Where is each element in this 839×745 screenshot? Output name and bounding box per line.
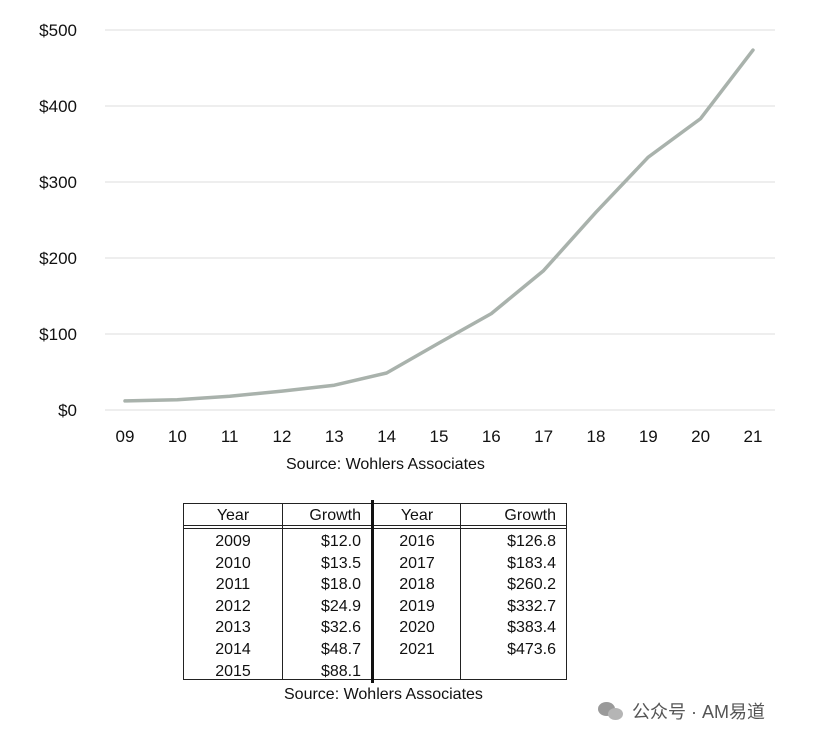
left-year-column: Year 2009 2010 2011 2012 2013 2014 2015 (184, 504, 282, 682)
header-year-right: Year (374, 504, 460, 529)
y-tick-label: $100 (39, 325, 77, 344)
y-tick-label: $200 (39, 249, 77, 268)
x-tick-label: 12 (273, 427, 292, 446)
right-year-cells: 2016 2017 2018 2019 2020 2021 (374, 531, 460, 661)
y-tick-label: $300 (39, 173, 77, 192)
table-cell-growth: $126.8 (507, 533, 556, 550)
y-tick-label: $500 (39, 21, 77, 40)
left-growth-column: Growth $12.0 $13.5 $18.0 $24.9 $32.6 $48.7 $88… (282, 504, 371, 682)
x-tick-label: 20 (691, 427, 710, 446)
table-cell-year: 2010 (215, 554, 251, 572)
grid-lines (105, 29, 775, 411)
table-center-divider (371, 500, 374, 683)
x-tick-label: 17 (534, 427, 553, 446)
table-cell-growth: $13.5 (320, 554, 361, 572)
x-tick-label: 14 (377, 427, 396, 446)
table-cell-year: 2016 (399, 533, 435, 550)
x-tick-labels: 09 10 11 12 13 14 15 16 17 18 19 20 21 (116, 427, 763, 446)
right-growth-cells: $126.8 $183.4 $260.2 $332.7 $383.4 $473.6 (460, 531, 566, 661)
table-cell-year: 2009 (215, 533, 251, 550)
x-tick-label: 15 (430, 427, 449, 446)
table-cell-year: 2014 (215, 640, 251, 658)
x-tick-label: 10 (168, 427, 187, 446)
header-growth-right: Growth (460, 504, 566, 529)
table-cell-growth: $32.6 (320, 619, 361, 637)
table-cell-growth: $88.1 (320, 662, 361, 680)
growth-table: Year 2009 2010 2011 2012 2013 2014 2015 Growth… (183, 500, 567, 683)
x-tick-label: 19 (639, 427, 658, 446)
table-source-note: Source: Wohlers Associates (284, 686, 483, 703)
x-tick-label: 11 (221, 427, 239, 446)
table-cell-year: 2019 (399, 597, 435, 615)
series-line (123, 48, 755, 403)
table-cell-growth: $24.9 (320, 597, 361, 615)
right-year-column: Year 2016 2017 2018 2019 2020 2021 (374, 504, 460, 679)
x-tick-label: 16 (482, 427, 501, 446)
x-tick-label: 09 (116, 427, 135, 446)
table-cell-year: 2015 (215, 662, 251, 680)
table-cell-growth: $473.6 (507, 640, 556, 658)
x-tick-label: 21 (743, 427, 762, 446)
table-cell-year: 2020 (399, 619, 435, 637)
left-year-cells: 2009 2010 2011 2012 2013 2014 2015 (184, 531, 282, 682)
table-divider (460, 504, 461, 679)
table-cell-growth: $183.4 (507, 554, 556, 572)
right-growth-column: Growth $126.8 $183.4 $260.2 $332.7 $383.4 $47… (460, 504, 566, 679)
y-tick-labels: $0 $100 $200 $300 $400 $500 (39, 21, 77, 420)
table-divider (282, 504, 283, 679)
table-cell-growth: $48.7 (320, 640, 361, 658)
watermark-text: 公众号 · AM易道 (632, 702, 765, 722)
watermark: 公众号 · AM易道 (598, 698, 765, 724)
header-year-left: Year (184, 504, 282, 529)
table-cell-growth: $18.0 (320, 576, 361, 594)
table-cell-year: 2021 (399, 640, 435, 658)
x-tick-label: 18 (587, 427, 606, 446)
table-cell-growth: $260.2 (507, 576, 556, 594)
table-cell-growth: $383.4 (507, 619, 556, 637)
chart-source-note: Source: Wohlers Associates (286, 456, 485, 473)
line-chart: $0 $100 $200 $300 $400 $500 09 10 11 12 13 14 15 16 1… (39, 21, 775, 446)
left-growth-cells: $12.0 $13.5 $18.0 $24.9 $32.6 $48.7 $88.1 (282, 531, 371, 682)
table-cell-growth: $332.7 (507, 597, 556, 615)
y-tick-label: $400 (39, 97, 77, 116)
table-cell-year: 2017 (399, 554, 435, 572)
wechat-icon (598, 700, 624, 722)
x-tick-label: 13 (325, 427, 344, 446)
table-cell-growth: $12.0 (320, 533, 361, 550)
header-growth-left: Growth (282, 504, 371, 529)
y-tick-label: $0 (58, 401, 77, 420)
table-cell-year: 2018 (399, 576, 435, 594)
table-cell-year: 2013 (215, 619, 251, 637)
table-cell-year: 2012 (215, 597, 251, 615)
table-cell-year: 2011 (215, 576, 251, 594)
